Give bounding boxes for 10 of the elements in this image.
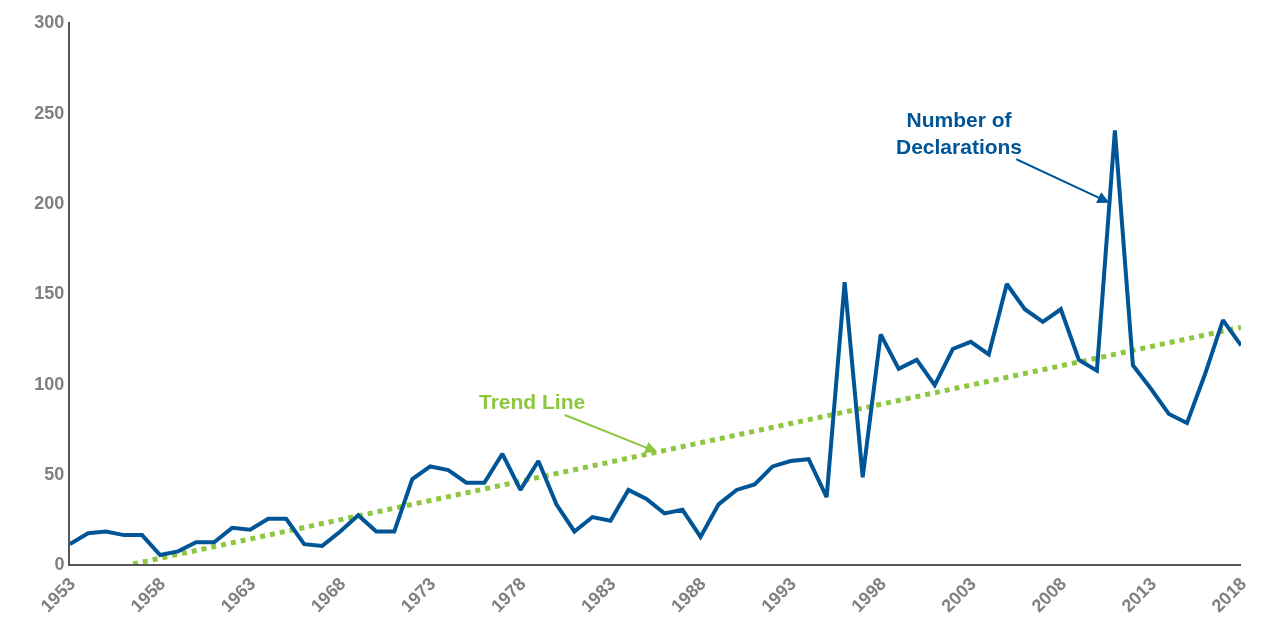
line-series [70,128,1241,557]
y-tick-label: 50 [44,463,65,484]
y-tick-label: 100 [34,373,65,394]
y-tick-label: 0 [54,554,65,575]
annotation: Trend Line [479,390,586,413]
y-tick-label: 150 [34,283,65,304]
annotation: Number of Declarations [896,108,1023,159]
y-tick-label: 250 [34,102,65,123]
y-tick-label: 300 [34,12,65,33]
y-tick-label: 200 [34,192,65,213]
